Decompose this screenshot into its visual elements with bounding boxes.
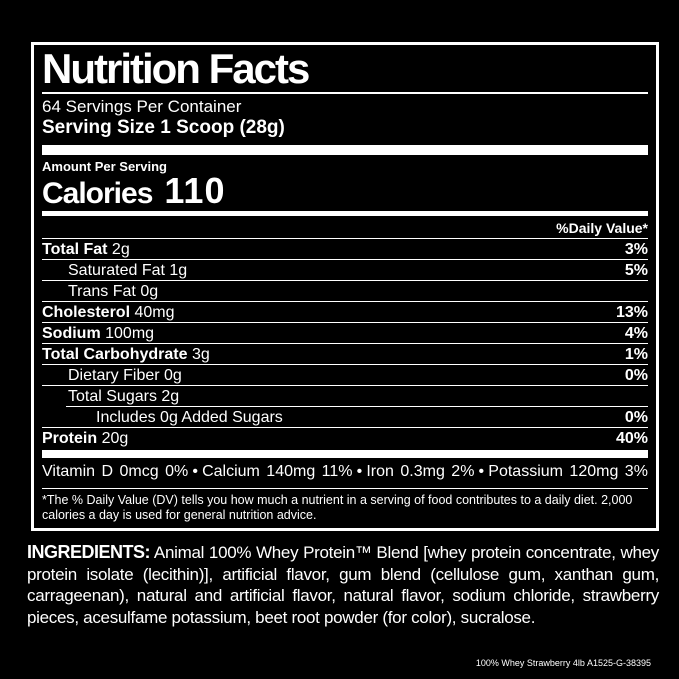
micronutrient-item: Potassium 120mg 3% (488, 463, 648, 480)
nutrient-row: Includes 0g Added Sugars 0% (66, 406, 648, 427)
nutrition-facts-panel: Nutrition Facts 64 Servings Per Containe… (31, 42, 659, 531)
nutrient-percent: 0% (624, 408, 648, 426)
nutrient-row: Trans Fat 0g (42, 280, 648, 301)
title-divider (42, 92, 648, 94)
bullet-separator: • (478, 463, 485, 480)
calories-value: 110 (164, 170, 226, 211)
nutrient-percent: 1% (624, 345, 648, 363)
nutrient-percent: 3% (624, 240, 648, 258)
bullet-separator: • (356, 463, 363, 480)
nutrient-row: Total Carbohydrate 3g 1% (42, 343, 648, 364)
medium-divider-bar (42, 211, 648, 216)
nutrient-row: Cholesterol 40mg 13% (42, 301, 648, 322)
calories-label: Calories (42, 177, 153, 210)
nutrient-row: Total Fat 2g 3% (42, 238, 648, 259)
nutrient-row: Sodium 100mg 4% (42, 322, 648, 343)
amount-per-serving-label: Amount Per Serving (42, 159, 167, 174)
nutrient-name: Total Carbohydrate 3g (42, 345, 210, 363)
calories-line: Calories 110 (42, 170, 648, 211)
nutrient-percent: 40% (615, 429, 648, 447)
serving-size: Serving Size 1 Scoop (28g) (42, 117, 285, 138)
nutrient-row: Dietary Fiber 0g 0% (42, 364, 648, 385)
nutrient-name: Includes 0g Added Sugars (96, 408, 283, 426)
ingredients-text: Animal 100% Whey Protein™ Blend [whey pr… (27, 543, 659, 627)
nutrient-row: Saturated Fat 1g 5% (42, 259, 648, 280)
ingredients-paragraph: INGREDIENTS: Animal 100% Whey Protein™ B… (27, 542, 659, 628)
daily-value-footnote: *The % Daily Value (DV) tells you how mu… (42, 488, 648, 523)
micronutrient-item: Iron 0.3mg 2% (366, 463, 475, 480)
nutrient-name: Saturated Fat 1g (68, 261, 188, 279)
nutrient-name: Dietary Fiber 0g (68, 366, 182, 384)
nutrient-percent: 13% (615, 303, 648, 321)
nutrient-name: Cholesterol 40mg (42, 303, 175, 321)
nutrient-name: Total Sugars 2g (68, 387, 180, 405)
nutrient-name: Total Fat 2g (42, 240, 130, 258)
nutrient-name: Sodium 100mg (42, 324, 155, 342)
daily-value-header: %Daily Value* (556, 220, 648, 236)
micronutrients-line: Vitamin D 0mcg 0% • Calcium 140mg 11% • Iron… (42, 461, 648, 484)
nutrition-facts-title: Nutrition Facts (42, 45, 310, 92)
micronutrient-item: Vitamin D 0mcg 0% (42, 463, 189, 480)
nutrient-name: Trans Fat 0g (68, 282, 159, 300)
nutrient-row: Total Sugars 2g (42, 385, 648, 406)
nutrient-name: Protein 20g (42, 429, 129, 447)
micronutrient-item: Calcium 140mg 11% (202, 463, 353, 480)
nutrient-percent: 0% (624, 366, 648, 384)
servings-per-container: 64 Servings Per Container (42, 97, 242, 116)
bullet-separator: • (192, 463, 198, 480)
nutrient-table: Total Fat 2g 3% Saturated Fat 1g 5% Trans Fa… (42, 238, 648, 448)
nutrient-percent: 4% (624, 324, 648, 342)
ingredients-heading: INGREDIENTS: (27, 542, 151, 562)
product-code: 100% Whey Strawberry 4lb A1525-G-38395 (475, 658, 651, 668)
nutrient-row: Protein 20g 40% (42, 427, 648, 448)
nutrient-percent: 5% (624, 261, 648, 279)
thick-divider-bar-2 (42, 450, 648, 458)
thick-divider-bar (42, 145, 648, 155)
